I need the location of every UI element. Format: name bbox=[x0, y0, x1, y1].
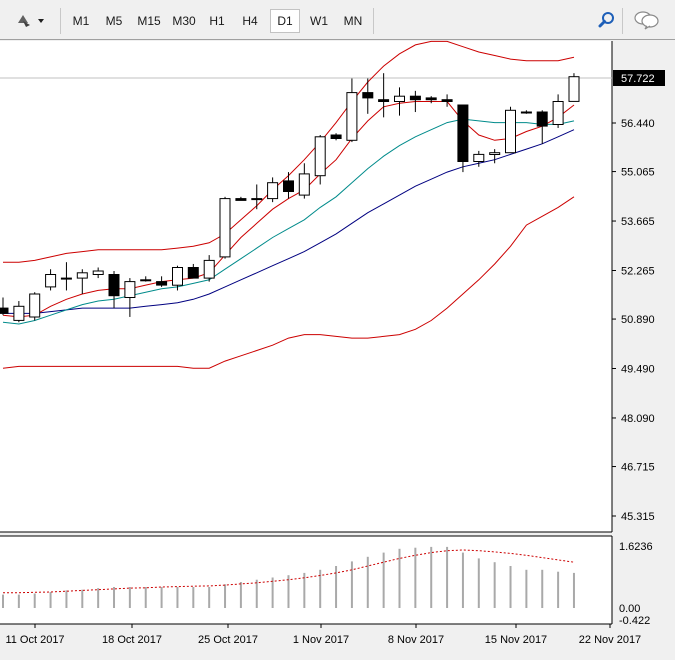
price-tick-label: 48.090 bbox=[621, 413, 655, 425]
period-m1-button[interactable]: M1 bbox=[72, 14, 90, 28]
oscillator-tick-label: -0.422 bbox=[619, 615, 650, 627]
candle-body bbox=[505, 109, 516, 154]
candle-body bbox=[441, 99, 453, 102]
date-label: 15 Nov 2017 bbox=[485, 634, 547, 646]
candle-body bbox=[520, 111, 532, 114]
price-tick-label: 55.065 bbox=[621, 167, 655, 179]
candle-body bbox=[267, 182, 279, 200]
oscillator-tick-label: 1.6236 bbox=[619, 541, 653, 553]
date-label: 8 Nov 2017 bbox=[388, 634, 444, 646]
drawing-tools-button[interactable] bbox=[10, 9, 52, 33]
price-tick-label: 52.265 bbox=[621, 265, 655, 277]
period-d1-button[interactable]: D1 bbox=[270, 9, 300, 33]
candle-body bbox=[346, 92, 358, 141]
candle-body bbox=[76, 272, 88, 279]
candle-body bbox=[108, 274, 120, 297]
candle-body bbox=[124, 281, 136, 299]
candle-body bbox=[156, 281, 168, 286]
date-label: 11 Oct 2017 bbox=[5, 634, 64, 646]
candle-body bbox=[298, 173, 310, 196]
chat-icon bbox=[633, 10, 661, 33]
date-label: 1 Nov 2017 bbox=[293, 634, 349, 646]
period-h4-button[interactable]: H4 bbox=[242, 14, 258, 28]
price-tick-label: 53.665 bbox=[621, 216, 655, 228]
candle-body bbox=[330, 134, 342, 139]
candle-body bbox=[552, 101, 564, 125]
period-m30-button[interactable]: M30 bbox=[172, 14, 196, 28]
candle-body bbox=[0, 307, 9, 314]
toolbar-separator bbox=[622, 8, 623, 34]
candle-body bbox=[473, 153, 485, 162]
candle-body bbox=[60, 277, 72, 280]
candle-body bbox=[172, 267, 183, 286]
candle-body bbox=[536, 111, 548, 127]
lower-band-line bbox=[2, 196, 575, 369]
current-price-label: 57.722 bbox=[621, 73, 655, 85]
candle-body bbox=[378, 99, 390, 102]
period-w1-button[interactable]: W1 bbox=[310, 14, 328, 28]
price-tick-label: 45.315 bbox=[621, 511, 655, 523]
fast-ma-line bbox=[2, 101, 575, 318]
candle-body bbox=[251, 198, 263, 201]
candle-body bbox=[92, 270, 104, 275]
candle-body bbox=[457, 104, 469, 162]
chat-button[interactable] bbox=[632, 9, 662, 33]
candle-body bbox=[13, 305, 25, 321]
oscillator-plot-background bbox=[0, 536, 612, 624]
price-chart[interactable]: 1.6236 0.00-0.422 45.315 46.715 48.090 49.49… bbox=[0, 40, 675, 655]
candle-body bbox=[187, 267, 199, 279]
period-m15-button[interactable]: M15 bbox=[137, 14, 161, 28]
candle-body bbox=[29, 293, 41, 318]
search-button[interactable] bbox=[596, 9, 618, 33]
candle-body bbox=[394, 95, 405, 102]
date-label: 18 Oct 2017 bbox=[102, 634, 162, 646]
drawing-tools-icon bbox=[14, 11, 48, 32]
oscillator-signal-line bbox=[3, 549, 575, 594]
price-tick-label: 50.890 bbox=[621, 314, 655, 326]
chart-toolbar: M1 M5 M15 M30 H1 H4 D1 W1 MN bbox=[0, 0, 675, 40]
current-price-box bbox=[613, 70, 665, 86]
candle-body bbox=[140, 279, 152, 282]
candle-body bbox=[568, 76, 580, 102]
candle-body bbox=[283, 180, 294, 192]
candle-body bbox=[425, 97, 437, 101]
candle-body bbox=[235, 198, 247, 201]
period-h1-button[interactable]: H1 bbox=[209, 14, 225, 28]
chart-area[interactable]: 1.6236 0.00 -0.422 45.315 46.715 48.090 49.49… bbox=[0, 40, 675, 655]
date-label: 22 Nov 2017 bbox=[579, 634, 641, 646]
price-tick-label: 49.490 bbox=[621, 364, 655, 376]
candle-body bbox=[409, 95, 421, 101]
candle-body bbox=[362, 92, 374, 99]
mid-ma-line bbox=[2, 118, 575, 325]
candle-body bbox=[203, 259, 215, 279]
date-label: 25 Oct 2017 bbox=[198, 634, 258, 646]
candle-body bbox=[314, 136, 326, 177]
price-tick-label: 46.715 bbox=[621, 462, 655, 474]
main-plot-background bbox=[0, 41, 612, 532]
price-tick-label: 56.440 bbox=[621, 118, 655, 130]
candle-body bbox=[219, 198, 231, 258]
candle-body bbox=[489, 152, 501, 155]
oscillator-tick-label: 0.00 bbox=[619, 603, 640, 615]
search-icon bbox=[598, 11, 616, 32]
period-mn-button[interactable]: MN bbox=[343, 14, 363, 28]
period-m5-button[interactable]: M5 bbox=[105, 14, 123, 28]
toolbar-separator bbox=[373, 8, 374, 34]
toolbar-separator bbox=[60, 8, 61, 34]
candle-body bbox=[45, 274, 57, 288]
